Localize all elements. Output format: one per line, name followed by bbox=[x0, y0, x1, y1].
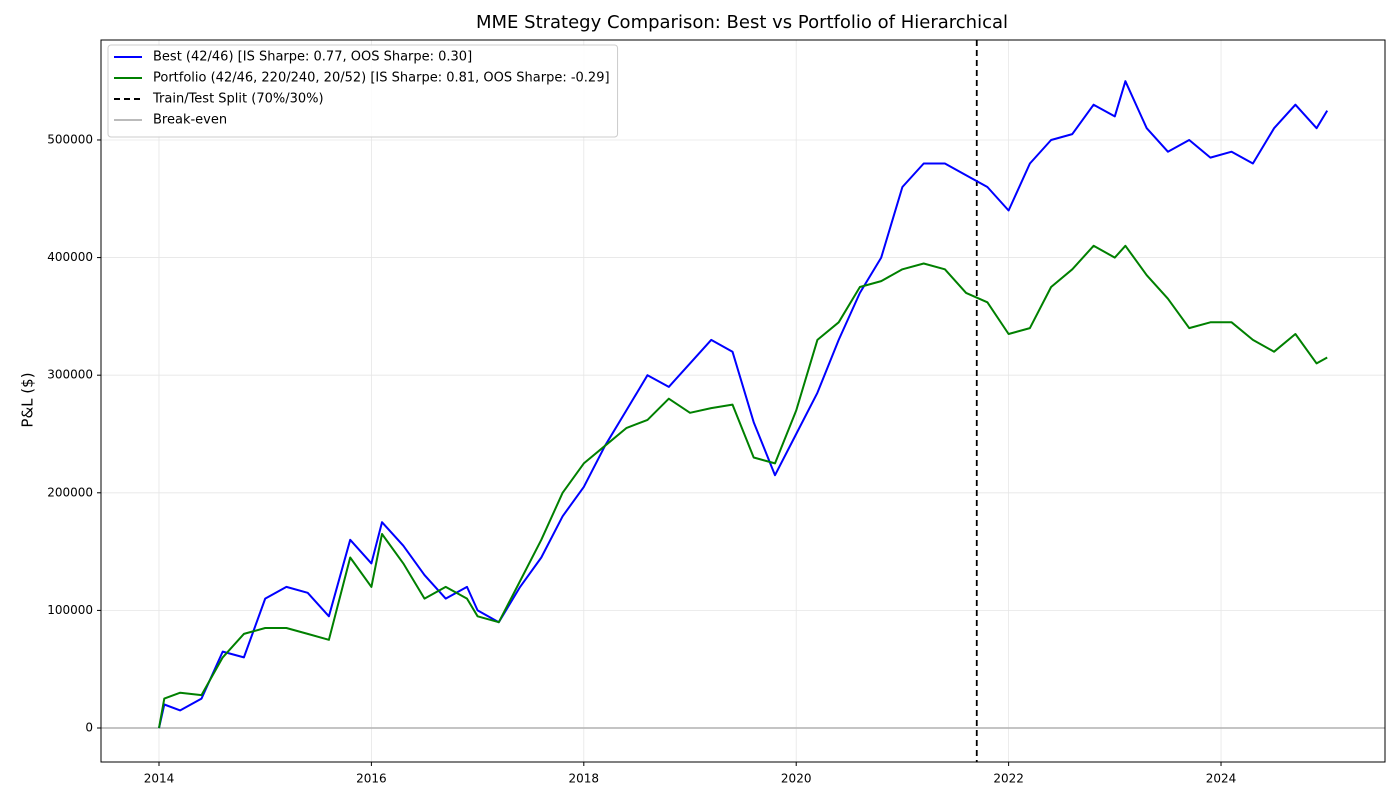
legend-label: Break-even bbox=[153, 113, 227, 128]
chart-title: MME Strategy Comparison: Best vs Portfol… bbox=[476, 12, 1008, 33]
y-tick-label: 500000 bbox=[47, 132, 93, 146]
y-tick-label: 0 bbox=[85, 721, 93, 735]
plot-frame bbox=[100, 39, 1386, 763]
x-tick-label: 2014 bbox=[144, 772, 175, 786]
x-tick-label: 2024 bbox=[1206, 772, 1237, 786]
legend-label: Train/Test Split (70%/30%) bbox=[152, 92, 324, 107]
y-tick-label: 400000 bbox=[47, 250, 93, 264]
x-tick-label: 2018 bbox=[569, 772, 600, 786]
series-line bbox=[158, 80, 1329, 729]
legend-label: Portfolio (42/46, 220/240, 20/52) [IS Sh… bbox=[153, 71, 610, 86]
x-tick-label: 2020 bbox=[781, 772, 812, 786]
series-line bbox=[158, 244, 1328, 729]
x-tick-label: 2016 bbox=[356, 772, 387, 786]
legend-label: Best (42/46) [IS Sharpe: 0.77, OOS Sharp… bbox=[153, 50, 472, 65]
legend: Best (42/46) [IS Sharpe: 0.77, OOS Sharp… bbox=[107, 44, 619, 138]
x-tick-label: 2022 bbox=[993, 772, 1024, 786]
y-tick-label: 200000 bbox=[47, 485, 93, 499]
y-tick-label: 300000 bbox=[47, 368, 93, 382]
legend-box bbox=[107, 44, 619, 138]
y-tick-label: 100000 bbox=[47, 603, 93, 617]
y-axis-label: P&L ($) bbox=[19, 372, 37, 427]
